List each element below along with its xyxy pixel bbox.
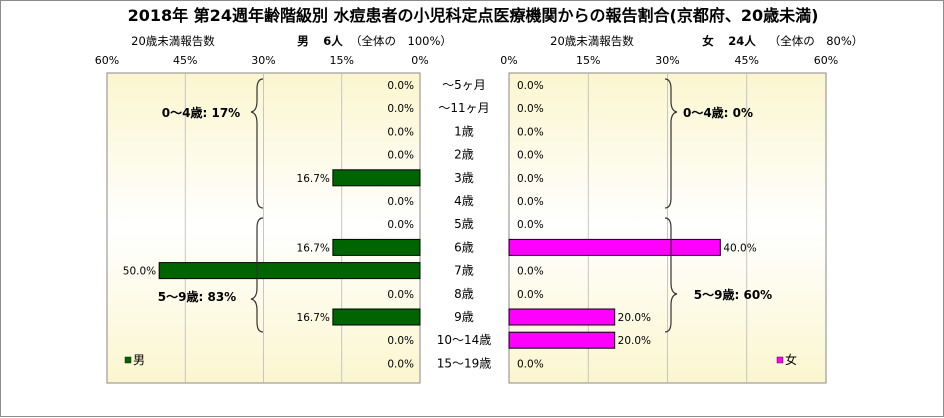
female-data-label: 20.0% <box>618 312 651 324</box>
right-brace-5-9 <box>664 217 678 333</box>
female-data-label: 20.0% <box>618 335 651 347</box>
female-bars <box>508 238 721 349</box>
left-x-tick-label: 0% <box>411 54 428 67</box>
female-bar <box>508 331 616 349</box>
female-data-labels: 0.0% 0.0% 0.0% 0.0% 0.0% 0.0% 0.0% 40.0% 0.0% 0.0… <box>517 80 757 370</box>
right-brace-0-4 <box>664 78 678 209</box>
category-label: 6歳 <box>454 240 474 254</box>
male-bar <box>158 262 421 280</box>
category-label: 9歳 <box>454 310 474 324</box>
left-x-tick-label: 15% <box>330 54 354 67</box>
left-gridlines <box>184 73 343 383</box>
male-data-label: 0.0% <box>387 335 414 347</box>
category-label: 2歳 <box>454 148 474 162</box>
male-data-labels: 0.0% 0.0% 0.0% 0.0% 16.7% 0.0% 0.0% 16.7% 50.0% 0… <box>123 80 414 370</box>
male-data-label: 0.0% <box>387 103 414 115</box>
male-data-label: 0.0% <box>387 150 414 162</box>
female-bar <box>508 238 721 256</box>
female-group-5-9-label: 5～9歳: 60% <box>694 287 772 302</box>
left-x-ticks: 60% 45% 30% 15% 0% <box>95 54 429 67</box>
female-bar <box>508 308 616 326</box>
male-data-label: 0.0% <box>387 358 414 370</box>
chart-title: 2018年 第24週年齢階級別 水痘患者の小児科定点医療機関からの報告割合(京都… <box>128 6 819 25</box>
left-x-tick-label: 60% <box>95 54 119 67</box>
left-share-label: （全体の 100%） <box>350 34 452 48</box>
left-x-tick-label: 30% <box>251 54 275 67</box>
female-data-label: 0.0% <box>517 150 544 162</box>
female-legend-swatch <box>776 356 784 364</box>
male-bar <box>332 169 421 187</box>
male-data-label: 0.0% <box>387 289 414 301</box>
right-share-label: （全体の 80%） <box>769 34 864 48</box>
male-data-label: 0.0% <box>387 126 414 138</box>
category-label: ～11ヶ月 <box>438 101 489 115</box>
male-bars <box>158 169 421 326</box>
right-x-ticks: 0% 15% 30% 45% 60% <box>500 54 838 67</box>
male-data-label: 0.0% <box>387 196 414 208</box>
male-bar <box>332 238 421 256</box>
male-data-label: 16.7% <box>297 173 330 185</box>
female-data-label: 40.0% <box>723 242 756 254</box>
right-count-label: 24人 <box>728 34 756 48</box>
category-label: 3歳 <box>454 171 474 185</box>
left-count-label: 6人 <box>323 34 343 48</box>
female-data-label: 0.0% <box>517 358 544 370</box>
category-label: 1歳 <box>454 124 474 138</box>
left-brace-5-9 <box>250 217 264 333</box>
category-label: ～5ヶ月 <box>442 78 486 92</box>
category-label: 7歳 <box>454 264 474 278</box>
category-label: 5歳 <box>454 217 474 231</box>
right-ratio-label: 20歳未満報告数 <box>550 34 634 48</box>
category-label: 10～14歳 <box>437 333 492 347</box>
category-label: 15～19歳 <box>437 356 492 370</box>
left-brace-0-4 <box>250 78 264 209</box>
female-data-label: 0.0% <box>517 196 544 208</box>
female-data-label: 0.0% <box>517 80 544 92</box>
female-data-label: 0.0% <box>517 289 544 301</box>
category-label: 8歳 <box>454 287 474 301</box>
male-data-label: 0.0% <box>387 219 414 231</box>
male-legend-label: 男 <box>133 353 145 367</box>
female-data-label: 0.0% <box>517 266 544 278</box>
left-sex-label: 男 <box>297 34 309 48</box>
female-data-label: 0.0% <box>517 126 544 138</box>
male-data-label: 50.0% <box>123 266 156 278</box>
male-bar <box>332 308 421 326</box>
category-labels: ～5ヶ月 ～11ヶ月 1歳 2歳 3歳 4歳 5歳 6歳 7歳 8歳 9歳 10～14歳 15～19歳 <box>437 78 492 370</box>
right-x-tick-label: 45% <box>735 54 759 67</box>
right-x-tick-label: 60% <box>814 54 838 67</box>
category-label: 4歳 <box>454 194 474 208</box>
right-x-tick-label: 15% <box>576 54 600 67</box>
male-data-label: 16.7% <box>297 242 330 254</box>
left-x-tick-label: 45% <box>173 54 197 67</box>
male-group-5-9-label: 5～9歳: 83% <box>158 289 236 304</box>
right-x-tick-label: 30% <box>655 54 679 67</box>
male-legend-swatch <box>124 356 132 364</box>
male-data-label: 16.7% <box>297 312 330 324</box>
right-sex-label: 女 <box>702 34 714 48</box>
female-legend-label: 女 <box>785 352 797 367</box>
male-data-label: 0.0% <box>387 80 414 92</box>
male-group-0-4-label: 0～4歳: 17% <box>162 105 240 120</box>
female-data-label: 0.0% <box>517 103 544 115</box>
female-data-label: 0.0% <box>517 219 544 231</box>
female-group-0-4-label: 0～4歳: 0% <box>683 105 753 120</box>
left-ratio-label: 20歳未満報告数 <box>131 34 215 48</box>
female-data-label: 0.0% <box>517 173 544 185</box>
right-x-tick-label: 0% <box>500 54 517 67</box>
